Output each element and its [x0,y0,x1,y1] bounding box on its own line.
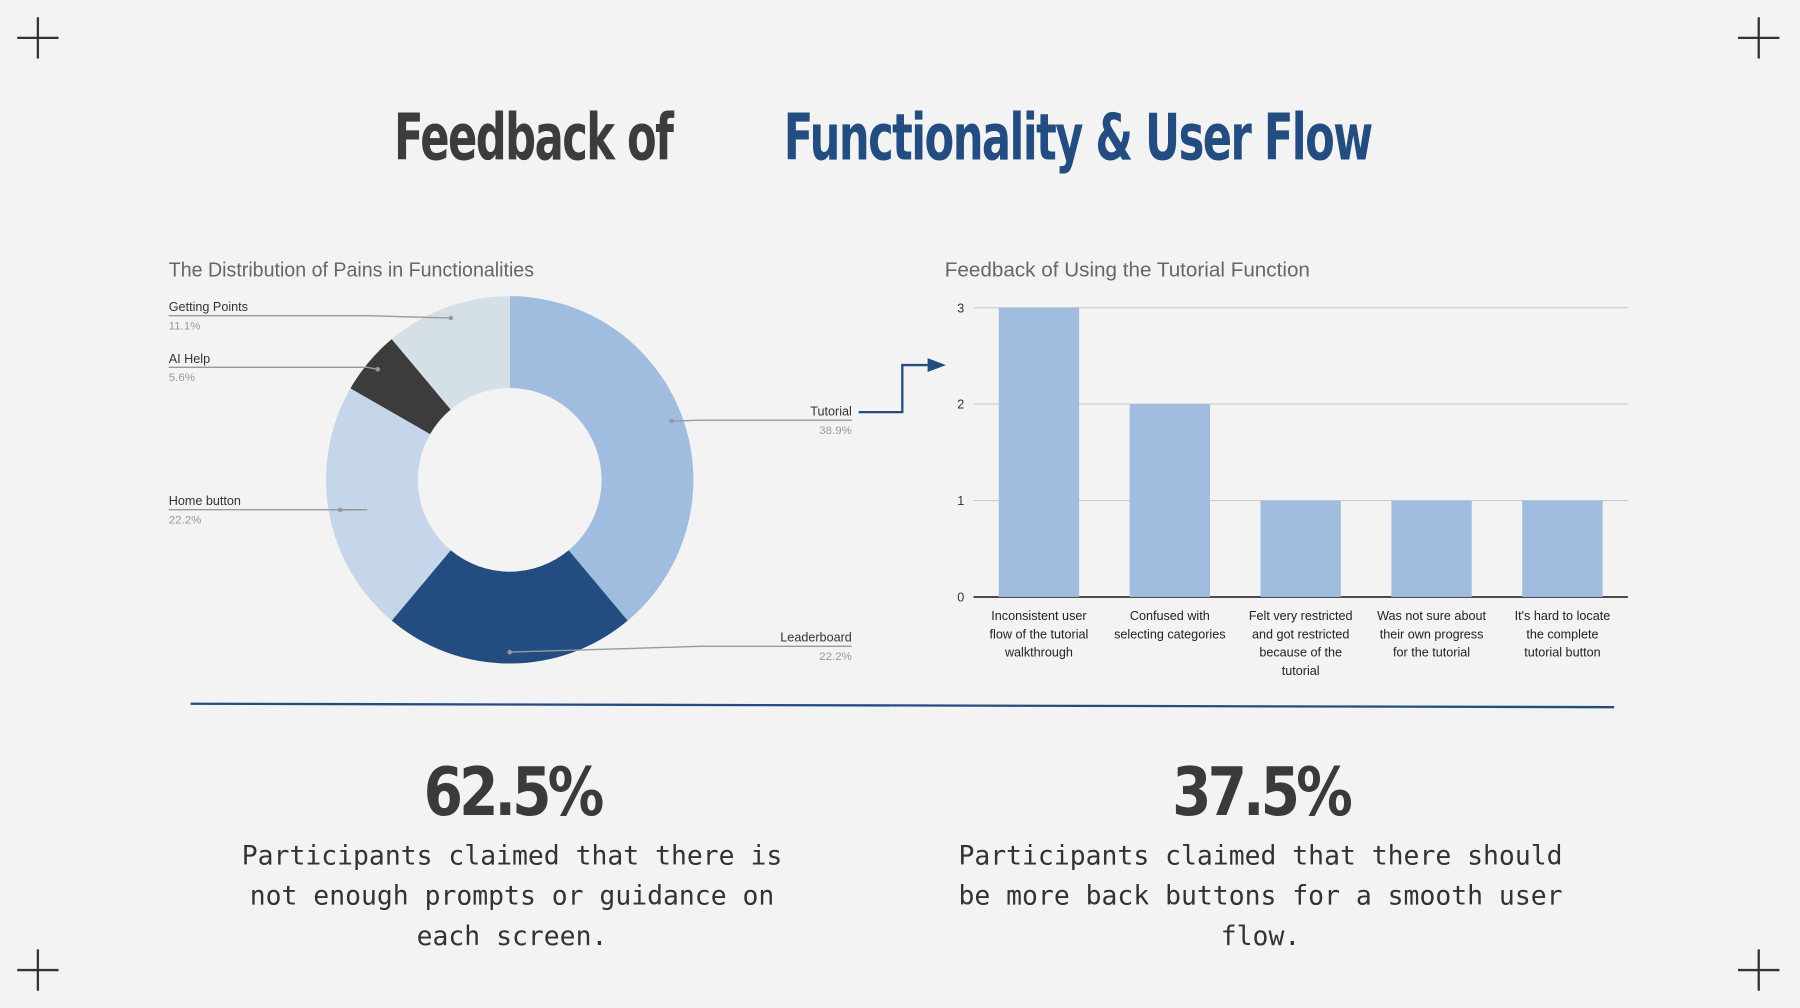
stat: 62.5% Participants claimed that there is… [168,752,857,957]
leader-dot [337,507,343,513]
arrow-head [927,358,946,372]
label-line: Inconsistent user [991,609,1086,623]
label-line: because of the [1259,646,1342,660]
slice-label: Getting Points [169,300,248,314]
title-part: Feedback of [394,101,674,176]
leader-dot [507,649,513,655]
bar [1391,500,1472,597]
label-line: flow of the tutorial [990,627,1089,641]
label-line: tutorial button [1524,646,1600,660]
slice-label: Home button [169,494,241,508]
bar [998,307,1080,597]
leader-line [671,419,852,422]
leader-line [168,366,378,370]
label-line: and got restricted [1252,627,1349,641]
slice-value: 11.1% [169,320,201,332]
slice-label: Tutorial [810,405,852,419]
corner-marks [17,17,1780,991]
slice-value: 22.2% [169,514,202,526]
x-tick-label: It's hard to locate the complete tutorial … [1515,609,1611,660]
label-line: Confused with [1130,609,1210,623]
leader-dot [448,315,454,321]
title-highlight: Functionality & User Flow [784,101,1373,176]
y-tick-label: 1 [957,494,964,508]
title-line: Feedback of Functionality & User Flow [364,101,1437,176]
pie-slice [391,550,628,664]
x-tick-label: Was not sure about their own progress for … [1377,609,1486,660]
arrow [858,363,928,414]
stat: 37.5% Participants claimed that there sh… [916,752,1605,957]
y-tick-label: 2 [957,398,964,412]
x-tick-label: Felt very restricted and got restricted be… [1249,609,1353,678]
label-line: It's hard to locate [1515,609,1611,623]
leader-line [168,315,451,319]
label-line: Felt very restricted [1249,609,1353,623]
slice-value: 22.2% [819,651,852,663]
pie-slice [350,339,451,435]
label-line: selecting categories [1114,627,1225,641]
leader-line [509,645,852,653]
pie-slice [326,388,451,621]
bar [1260,500,1341,597]
slice-label: Leaderboard [780,631,852,645]
label-line: walkthrough [1004,646,1073,660]
label-line: tutorial [1282,664,1320,678]
bar [1129,404,1210,597]
stat-value: 37.5% [1172,753,1353,832]
divider [190,702,1615,709]
label-line: Was not sure about [1377,609,1486,623]
bar [1522,500,1603,597]
y-tick-label: 3 [957,301,964,315]
y-tick-label: 0 [957,591,964,605]
label-line: their own progress [1380,627,1484,641]
slice-value: 38.9% [819,425,852,437]
slice-label: AI Help [169,352,210,366]
pie-slice [391,296,510,410]
x-tick-label: Confused with selecting categories [1114,609,1225,641]
pie-slice [509,296,694,621]
slide-title: Feedback of Functionality & User Flow [0,101,1800,176]
leader-dot [375,366,381,372]
leader-dot [669,418,674,424]
slice-value: 5.6% [169,372,195,384]
chart-title: Feedback of Using the Tutorial Function [945,259,1310,282]
label-line: for the tutorial [1393,646,1470,660]
chart-title: The Distribution of Pains in Functionali… [169,259,534,282]
stat-value: 62.5% [423,753,605,832]
x-tick-label: Inconsistent user flow of the tutorial wal… [990,609,1089,660]
stat-text: Participants claimed that there is not e… [241,841,783,952]
stat-text: Participants claimed that there should b… [958,841,1563,952]
label-line: the complete [1526,627,1598,641]
crosses [17,17,1780,991]
